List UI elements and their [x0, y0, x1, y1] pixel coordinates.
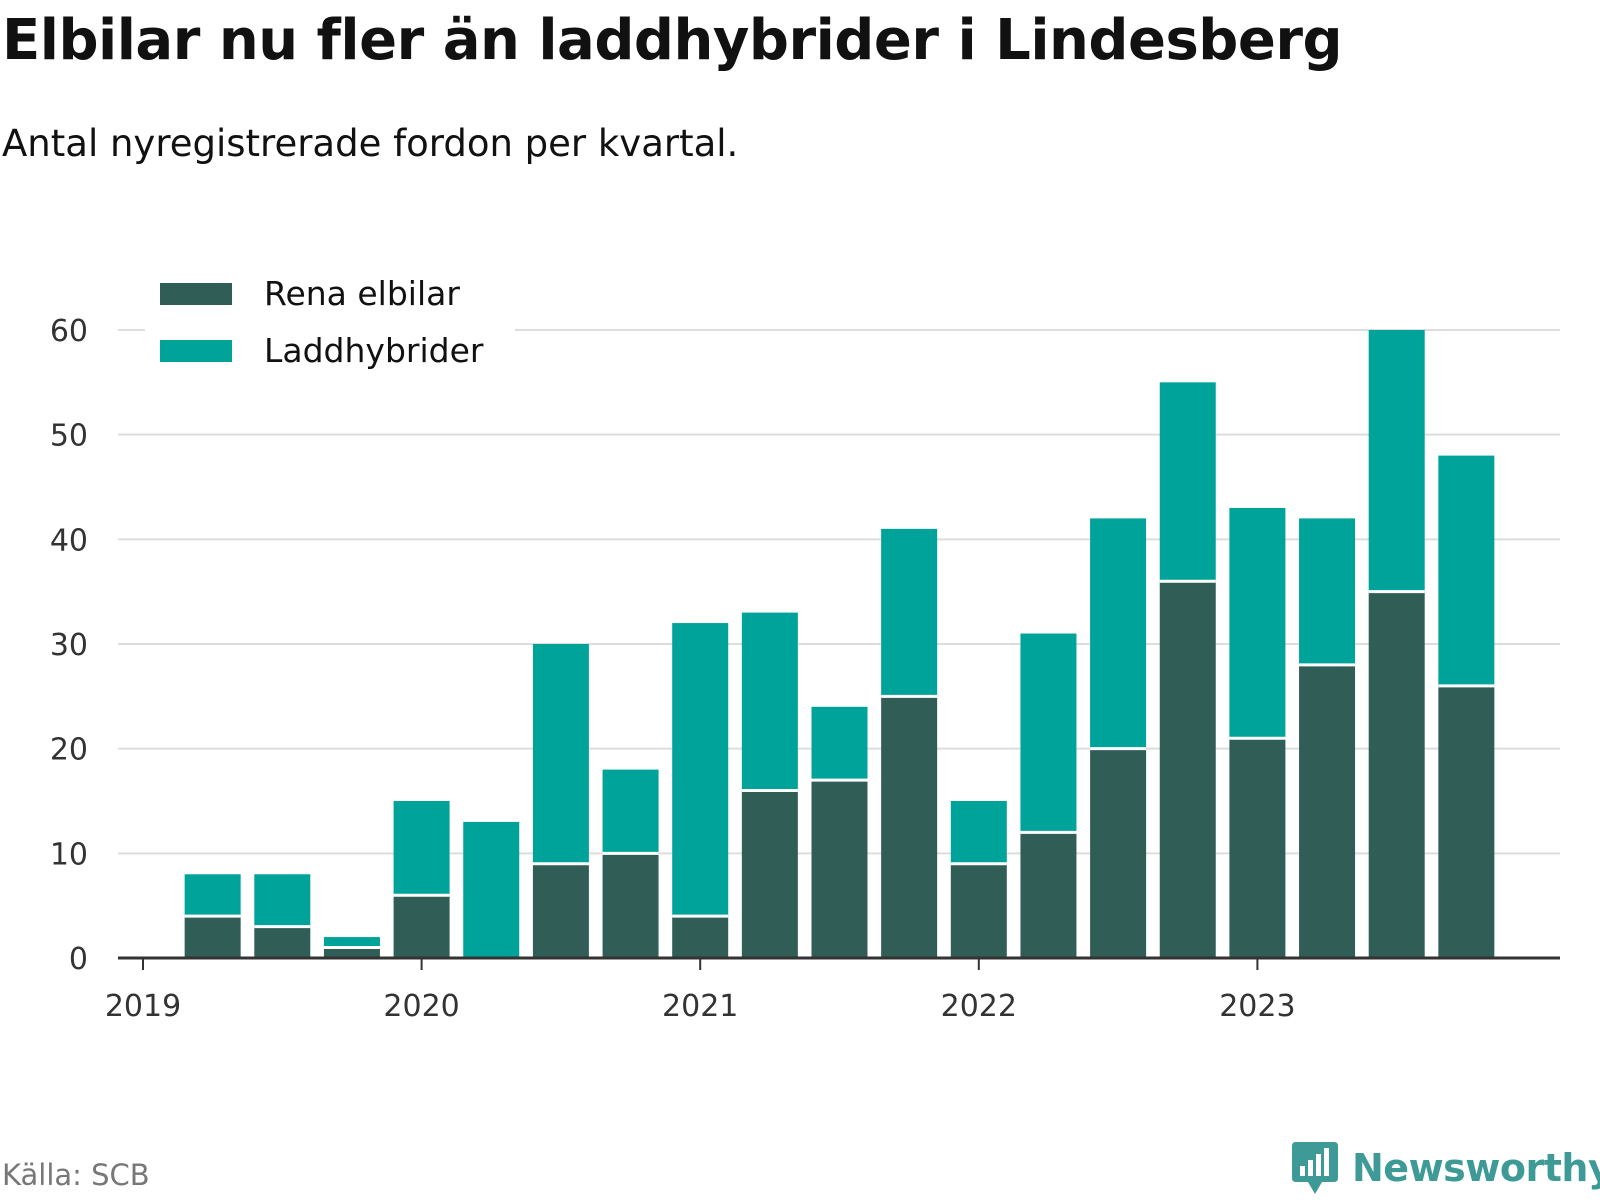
- y-tick-label-40: 40: [50, 523, 88, 558]
- x-tick-label-2022: 2022: [941, 989, 1017, 1024]
- y-tick-label-60: 60: [50, 314, 88, 349]
- legend-swatch-laddhybrider: [160, 340, 232, 362]
- bar-laddhybrider-2022-q4: [1159, 382, 1216, 582]
- legend: Rena elbilar Laddhybrider: [145, 270, 515, 380]
- x-tick-label-2021: 2021: [662, 989, 738, 1024]
- legend-label-laddhybrider: Laddhybrider: [264, 331, 484, 370]
- x-tick-label-2019: 2019: [105, 989, 181, 1024]
- source-note: Källa: SCB: [2, 1158, 150, 1192]
- bar-laddhybrider-2022-q3: [1090, 518, 1147, 749]
- bar-laddhybrider-2022-q1: [950, 801, 1007, 864]
- axes: 0 10 20 30 40 50 60 2019 2020 2021 2022 2023: [50, 314, 1560, 1024]
- bar-laddhybrider-2020-q2: [463, 821, 520, 958]
- bar-laddhybrider-2020-q1: [393, 801, 450, 896]
- bar-rena-elbilar-2021-q2: [741, 790, 798, 958]
- y-tick-label-50: 50: [50, 419, 88, 454]
- y-tick-label-20: 20: [50, 733, 88, 768]
- bar-rena-elbilar-2022-q2: [1020, 832, 1077, 958]
- bar-laddhybrider-2019-q4: [323, 937, 380, 948]
- x-tick-label-2020: 2020: [383, 989, 459, 1024]
- bar-rena-elbilar-2019-q3: [254, 926, 311, 958]
- bar-laddhybrider-2021-q3: [811, 706, 868, 781]
- y-tick-label-0: 0: [69, 942, 88, 977]
- bar-rena-elbilar-2019-q4: [323, 947, 380, 958]
- bar-laddhybrider-2020-q4: [602, 769, 659, 854]
- bar-rena-elbilar-2022-q3: [1090, 748, 1147, 958]
- bar-rena-elbilar-2023-q2: [1299, 664, 1356, 958]
- legend-label-rena-elbilar: Rena elbilar: [264, 274, 460, 313]
- bar-laddhybrider-2022-q2: [1020, 633, 1077, 833]
- chart-title: Elbilar nu fler än laddhybrider i Lindes…: [2, 8, 1343, 73]
- bar-rena-elbilar-2019-q2: [184, 916, 241, 958]
- bar-rena-elbilar-2022-q4: [1159, 581, 1216, 958]
- bar-laddhybrider-2023-q4: [1438, 455, 1495, 686]
- bar-rena-elbilar-2020-q3: [532, 863, 589, 958]
- bar-laddhybrider-2020-q3: [532, 644, 589, 864]
- bar-laddhybrider-2021-q1: [672, 623, 729, 917]
- newsworthy-logo-icon: [1292, 1142, 1338, 1194]
- x-tick-label-2023: 2023: [1219, 989, 1295, 1024]
- y-tick-label-30: 30: [50, 628, 88, 663]
- bar-rena-elbilar-2021-q4: [881, 696, 938, 958]
- bar-rena-elbilar-2023-q3: [1368, 591, 1425, 958]
- bar-laddhybrider-2021-q4: [881, 528, 938, 697]
- bar-rena-elbilar-2020-q4: [602, 853, 659, 958]
- bar-laddhybrider-2021-q2: [741, 612, 798, 791]
- bar-laddhybrider-2023-q2: [1299, 518, 1356, 665]
- brand-name: Newsworthy: [1352, 1146, 1600, 1190]
- bar-rena-elbilar-2020-q1: [393, 895, 450, 958]
- bar-laddhybrider-2023-q3: [1368, 330, 1425, 592]
- bar-rena-elbilar-2021-q1: [672, 916, 729, 958]
- bar-laddhybrider-2019-q3: [254, 874, 311, 927]
- legend-swatch-rena-elbilar: [160, 283, 232, 305]
- y-tick-label-10: 10: [50, 837, 88, 872]
- bar-rena-elbilar-2023-q4: [1438, 685, 1495, 958]
- chart-subtitle: Antal nyregistrerade fordon per kvartal.: [2, 122, 739, 165]
- bar-rena-elbilar-2022-q1: [950, 863, 1007, 958]
- bar-laddhybrider-2023-q1: [1229, 507, 1286, 739]
- bar-series: [184, 330, 1495, 958]
- brand-logo: Newsworthy: [1290, 1140, 1600, 1196]
- bar-rena-elbilar-2021-q3: [811, 780, 868, 958]
- bar-rena-elbilar-2023-q1: [1229, 738, 1286, 958]
- bar-laddhybrider-2019-q2: [184, 874, 241, 917]
